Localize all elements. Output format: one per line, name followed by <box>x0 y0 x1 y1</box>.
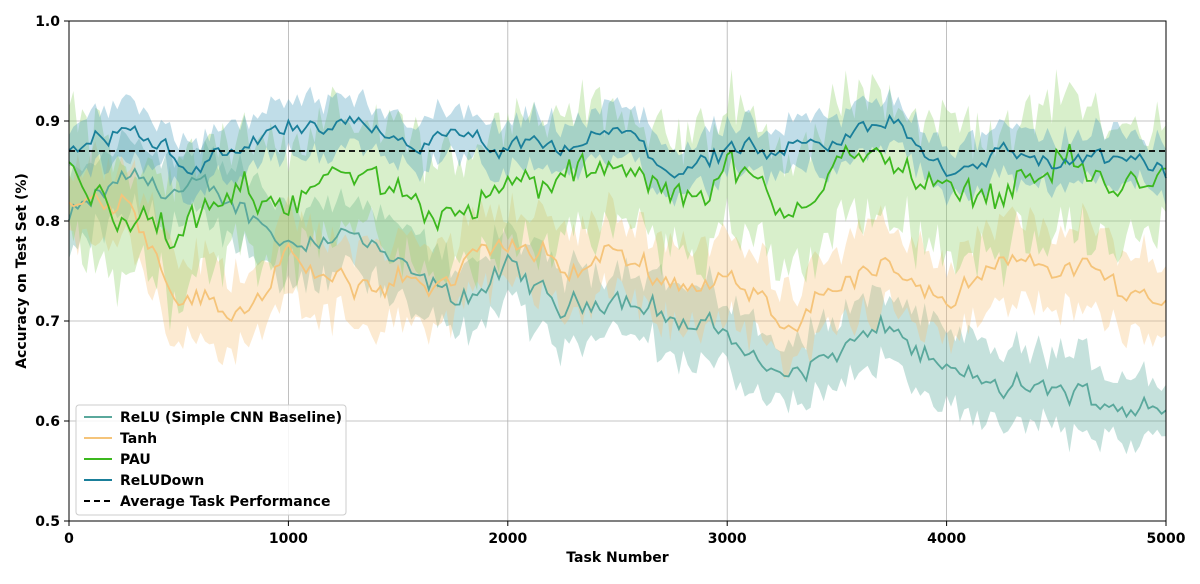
legend: ReLU (Simple CNN Baseline) Tanh PAU ReLU… <box>75 404 347 516</box>
x-tick-label: 5000 <box>1147 531 1186 547</box>
band-tanh <box>69 141 1166 380</box>
legend-label-reludown: ReLUDown <box>120 473 204 489</box>
band-reludown <box>69 86 1166 207</box>
legend-label-tanh: Tanh <box>120 431 157 447</box>
x-tick-label: 4000 <box>927 531 966 547</box>
x-tick-label: 2000 <box>488 531 527 547</box>
legend-label-pau: PAU <box>120 452 151 468</box>
legend-label-average: Average Task Performance <box>120 494 330 510</box>
y-tick-label: 0.7 <box>35 314 60 330</box>
series-line-pau <box>68 143 1166 250</box>
legend-label-relu: ReLU (Simple CNN Baseline) <box>120 410 342 426</box>
series-line-tanh <box>68 192 1167 333</box>
x-tick-label: 1000 <box>269 531 308 547</box>
x-axis-label: Task Number <box>566 550 668 566</box>
x-tick-label: 0 <box>64 531 74 547</box>
plot-frame <box>68 20 1167 522</box>
y-tick-label: 0.8 <box>35 214 60 230</box>
x-tick-label: 3000 <box>708 531 747 547</box>
y-tick-label: 0.6 <box>35 414 60 430</box>
legend-box <box>75 404 347 516</box>
tick-layer: 0 1000 2000 3000 4000 5000 0.5 0.6 0.7 0.8 0.9 1.0 <box>35 14 1186 547</box>
y-tick-label: 0.9 <box>35 114 60 130</box>
y-axis-label: Accuracy on Test Set (%) <box>14 173 30 369</box>
y-tick-label: 0.5 <box>35 514 60 530</box>
series-line-relu <box>68 167 1167 419</box>
y-tick-label: 1.0 <box>35 14 60 30</box>
series-line-reludown <box>68 113 1167 179</box>
band-pau <box>69 69 1166 331</box>
line-layer <box>68 113 1167 419</box>
